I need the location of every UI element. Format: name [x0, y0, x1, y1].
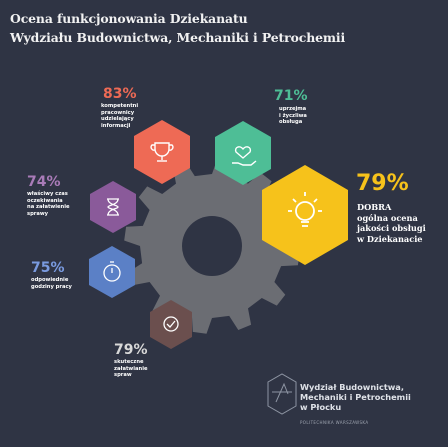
- title-line-1: Ocena funkcjonowania Dziekanatu: [10, 11, 248, 26]
- gear-hole: [182, 216, 242, 276]
- label-line: właściwy czas: [27, 191, 68, 197]
- gear-graphic: [124, 158, 300, 334]
- stopwatch-icon: [103, 261, 121, 282]
- label-line: ogólna ocena: [357, 212, 418, 223]
- effectiveness-percent: 79%: [114, 342, 148, 358]
- label-line: informacji: [101, 122, 131, 129]
- courtesy-label: uprzejma i życzliwa obsługa: [279, 106, 307, 126]
- label-line: uprzejma: [279, 106, 307, 112]
- hourglass-icon: [107, 198, 119, 216]
- effectiveness-label: skuteczne załatwianie spraw: [114, 359, 148, 379]
- waiting-time-percent: 74%: [27, 174, 61, 190]
- label-line: sprawy: [27, 210, 49, 217]
- label-line: jakości obsługi: [357, 223, 426, 234]
- faculty-line: w Płocku: [300, 402, 342, 413]
- label-line: obsługa: [279, 119, 303, 126]
- hexagon-working-hours: [89, 246, 135, 298]
- competence-label: kompetentni pracownicy udzielający infor…: [101, 103, 138, 129]
- hexagon-overall: [262, 165, 348, 265]
- hexagon-courtesy: [215, 121, 271, 185]
- working-hours-percent: 75%: [31, 260, 65, 276]
- label-line: załatwianie: [114, 365, 148, 372]
- label-line: w Dziekanacie: [357, 233, 423, 244]
- hexagon-competence: [134, 120, 190, 184]
- trophy-icon: [150, 142, 174, 162]
- waiting-time-label: właściwy czas oczekiwania na załatwienie…: [27, 191, 70, 217]
- label-line: godziny pracy: [31, 283, 72, 290]
- overall-percent: 79%: [356, 171, 409, 196]
- university-name: POLITECHNIKA WARSZAWSKA: [300, 420, 369, 425]
- hexagon-effectiveness: [150, 300, 192, 349]
- faculty-name: Wydział Budownictwa, Mechaniki i Petroch…: [300, 382, 411, 413]
- lightbulb-icon: [288, 192, 322, 227]
- competence-percent: 83%: [103, 86, 137, 102]
- page-title: Ocena funkcjonowania Dziekanatu Wydziału…: [10, 9, 440, 47]
- faculty-logo-icon: [267, 373, 297, 415]
- check-circle-icon: [163, 316, 179, 332]
- label-line: udzielający: [101, 116, 134, 123]
- label-line: kompetentni: [101, 103, 139, 109]
- hexagon-waiting-time: [90, 181, 136, 233]
- label-line: skuteczne: [114, 359, 144, 365]
- overall-label: DOBRA ogólna ocena jakości obsługi w Dzi…: [357, 202, 426, 244]
- label-line: pracownicy: [101, 109, 135, 116]
- hand-heart-icon: [232, 146, 257, 166]
- label-line: oczekiwania: [27, 197, 63, 204]
- working-hours-label: odpowiednie godziny pracy: [31, 277, 72, 290]
- label-line: spraw: [114, 372, 132, 379]
- courtesy-percent: 71%: [274, 88, 308, 104]
- faculty-line: Mechaniki i Petrochemii: [300, 392, 411, 403]
- faculty-line: Wydział Budownictwa,: [300, 382, 404, 392]
- label-line: na załatwienie: [27, 204, 70, 211]
- label-line: odpowiednie: [31, 277, 69, 283]
- title-line-2: Wydziału Budownictwa, Mechaniki i Petroc…: [10, 30, 346, 45]
- label-line: i życzliwa: [279, 112, 307, 119]
- overall-rating: DOBRA: [357, 202, 392, 212]
